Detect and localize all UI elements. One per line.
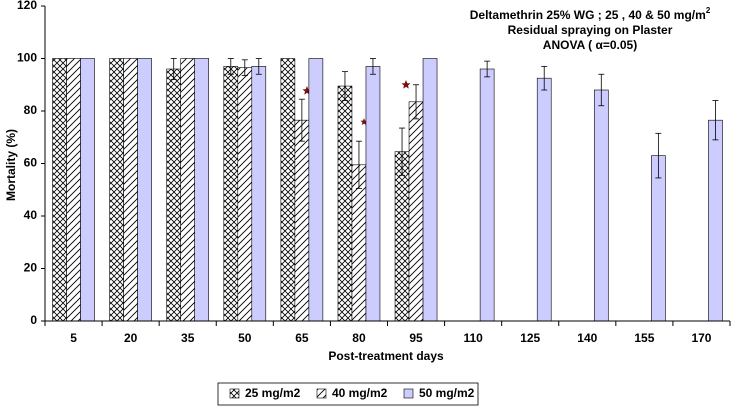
legend-label: 40 mg/m2 (332, 386, 388, 400)
x-tick-label: 155 (634, 331, 654, 345)
error-bar (170, 58, 177, 80)
bar (651, 155, 666, 322)
bar (80, 58, 95, 322)
error-bar (255, 58, 262, 75)
bar (52, 58, 67, 322)
bar (708, 119, 723, 322)
x-tick-label: 110 (463, 331, 483, 345)
error-bar (241, 59, 248, 76)
significance-stars (302, 80, 411, 125)
title-superscript: 2 (706, 6, 711, 15)
error-bar (413, 84, 420, 120)
error-bar (399, 127, 406, 176)
x-tick-label: 125 (520, 331, 540, 345)
bar (137, 58, 152, 322)
y-tick-label: 120 (17, 0, 37, 12)
x-tick-label: 35 (181, 331, 195, 345)
x-tick-label: 80 (352, 331, 366, 345)
bar (180, 58, 196, 322)
error-bar (655, 132, 662, 179)
error-bar (298, 98, 305, 142)
error-bar (484, 60, 491, 78)
bar (479, 68, 495, 322)
bar (593, 89, 609, 322)
x-tick-label: 95 (409, 331, 423, 345)
bar (166, 68, 182, 322)
bar (308, 58, 324, 322)
x-tick-label: 20 (124, 331, 138, 345)
bar (123, 58, 138, 322)
y-axis-label: Mortality (%) (4, 129, 18, 201)
bar (365, 66, 381, 322)
x-tick-label: 140 (577, 331, 597, 345)
bar (194, 58, 210, 322)
chart-title: Residual spraying on Plaster (508, 23, 673, 37)
y-tick-label: 40 (24, 208, 38, 222)
bar (337, 85, 353, 322)
bar (408, 101, 424, 322)
error-bar (541, 65, 548, 91)
y-tick-label: 0 (30, 313, 37, 327)
legend-swatch (229, 388, 240, 399)
x-tick-label: 170 (691, 331, 711, 345)
legend-swatch (403, 388, 414, 399)
legend-label: 50 mg/m2 (419, 386, 475, 400)
error-bar (341, 71, 348, 101)
y-tick-label: 20 (24, 261, 38, 275)
bar (280, 58, 296, 322)
bar (237, 67, 253, 322)
bar (294, 119, 310, 322)
bar (66, 58, 81, 322)
legend-box (217, 382, 479, 406)
bar (394, 151, 410, 322)
error-bar (227, 58, 234, 75)
chart-title: ANOVA ( α=0.05) (543, 38, 637, 52)
y-tick-label: 100 (17, 51, 37, 65)
x-axis-label: Post-treatment days (328, 349, 444, 363)
x-tick-label: 50 (238, 331, 252, 345)
error-bar (712, 100, 719, 141)
bar (251, 66, 267, 322)
bar (109, 58, 124, 322)
error-bar (598, 73, 605, 107)
bar (536, 77, 552, 322)
bar (422, 58, 438, 322)
chart-title: Deltamethrin 25% WG ; 25 , 40 & 50 mg/m2 (470, 6, 711, 22)
legend-label: 25 mg/m2 (245, 386, 301, 400)
error-bar (369, 58, 376, 75)
x-tick-label: 5 (70, 331, 77, 345)
y-tick-label: 80 (24, 103, 38, 117)
error-bar (355, 140, 362, 189)
y-tick-label: 60 (24, 156, 38, 170)
x-tick-label: 65 (295, 331, 309, 345)
legend-swatch (316, 388, 327, 399)
bar (223, 66, 239, 322)
